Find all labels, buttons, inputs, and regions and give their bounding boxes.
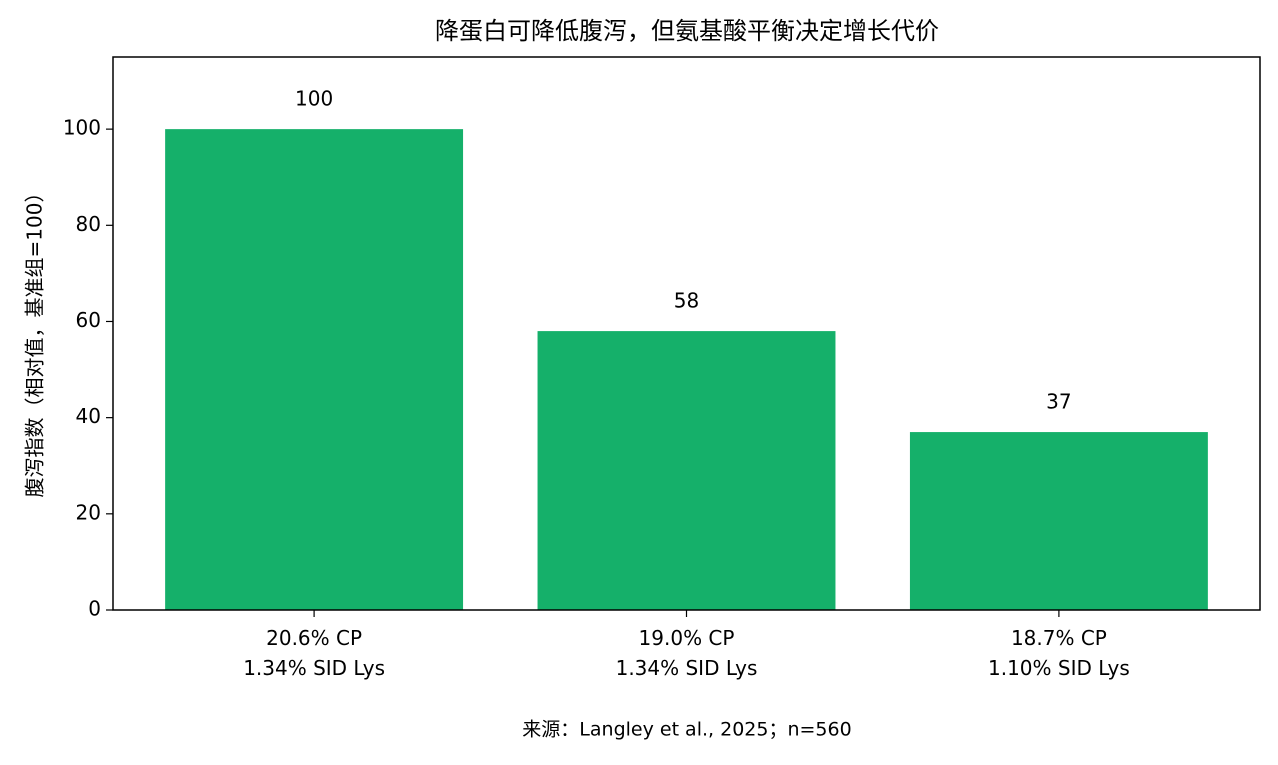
x-tick-label: 18.7% CP 1.10% SID Lys xyxy=(988,626,1130,680)
bar xyxy=(909,432,1208,610)
chart-title: 降蛋白可降低腹泻，但氨基酸平衡决定增长代价 xyxy=(435,17,939,45)
y-tick-label: 60 xyxy=(76,308,101,332)
bar xyxy=(165,129,464,610)
y-tick-label: 40 xyxy=(76,404,101,428)
y-tick-label: 100 xyxy=(63,116,101,140)
y-tick-label: 80 xyxy=(76,212,101,236)
y-tick-label: 20 xyxy=(76,500,101,524)
bar xyxy=(537,331,836,610)
value-label: 100 xyxy=(295,87,333,111)
y-axis-label: 腹泻指数（相对值，基准组=100） xyxy=(23,183,47,498)
plot-frame xyxy=(112,56,1261,611)
x-tick-label: 19.0% CP 1.34% SID Lys xyxy=(616,626,758,680)
value-label: 37 xyxy=(1046,390,1071,414)
y-tick-label: 0 xyxy=(88,597,101,621)
x-tick-label: 20.6% CP 1.34% SID Lys xyxy=(243,626,385,680)
source-note: 来源：Langley et al., 2025；n=560 xyxy=(522,719,851,741)
value-label: 58 xyxy=(674,289,699,313)
